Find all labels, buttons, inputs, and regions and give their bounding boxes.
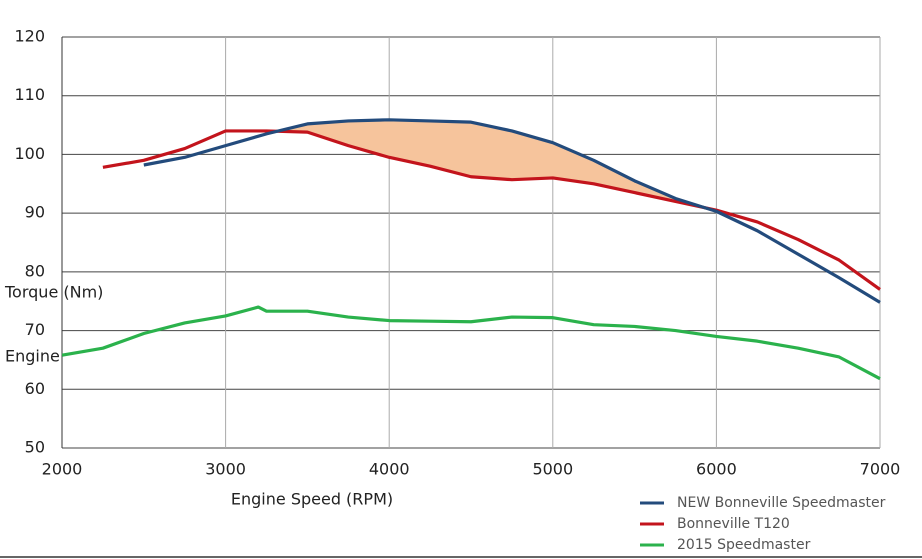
legend-label: Bonneville T120 xyxy=(677,516,790,532)
series-line xyxy=(143,118,881,304)
annotation: Engine xyxy=(5,347,60,366)
y-tick-label: 100 xyxy=(14,144,45,163)
y-tick-label: 90 xyxy=(25,203,45,222)
y-tick-label: 110 xyxy=(14,85,45,104)
difference-area xyxy=(277,119,705,208)
x-tick-label: 5000 xyxy=(532,460,573,479)
y-axis-label: Torque (Nm) xyxy=(4,283,103,302)
x-tick-label: 6000 xyxy=(696,460,737,479)
y-tick-label: 70 xyxy=(25,320,45,339)
x-tick-label: 2000 xyxy=(42,460,83,479)
legend-label: 2015 Speedmaster xyxy=(677,537,811,553)
series-line xyxy=(102,129,881,291)
y-tick-label: 80 xyxy=(25,261,45,280)
y-tick-label: 60 xyxy=(25,379,45,398)
series-line xyxy=(61,305,881,381)
y-tick-label: 120 xyxy=(14,27,45,46)
line-layer xyxy=(61,118,881,381)
area-layer xyxy=(277,119,705,208)
x-tick-label: 7000 xyxy=(860,460,901,479)
x-axis-label: Engine Speed (RPM) xyxy=(231,490,393,509)
grid xyxy=(61,36,881,449)
x-tick-label: 3000 xyxy=(205,460,246,479)
y-tick-label: 50 xyxy=(25,438,45,457)
legend-label: NEW Bonneville Speedmaster xyxy=(677,495,886,511)
x-tick-label: 4000 xyxy=(369,460,410,479)
